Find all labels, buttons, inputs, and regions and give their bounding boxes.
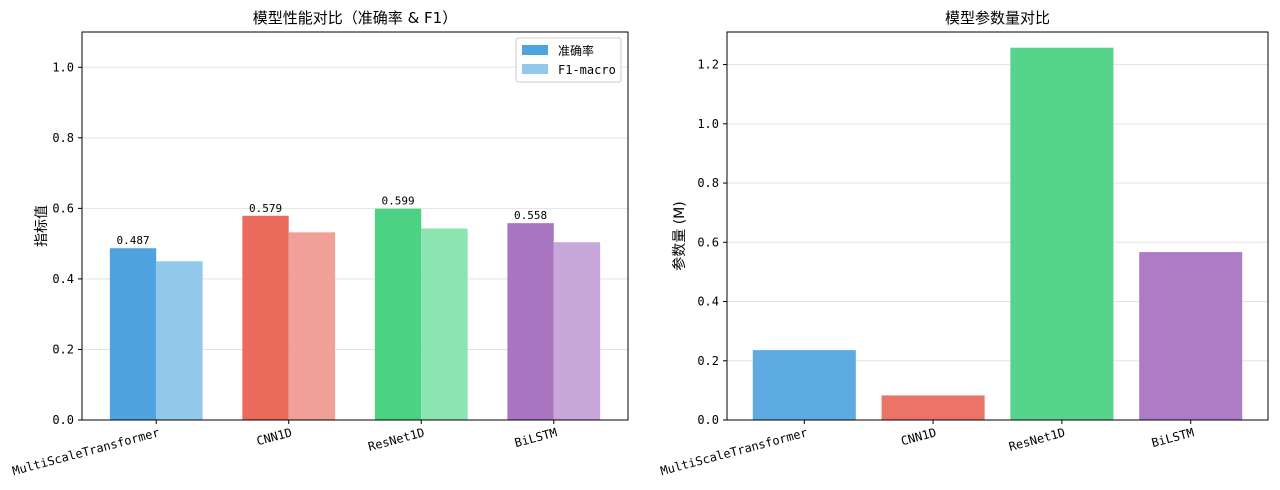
x-tick-label: ResNet1D <box>367 425 426 453</box>
params-chart: 0.0 0.2 0.4 0.6 0.8 1.0 1.2 MultiScaleTransform… <box>659 9 1269 478</box>
x-tick-label: BiLSTM <box>1150 425 1196 450</box>
bar-params <box>1010 47 1114 421</box>
legend: 准确率 F1-macro <box>515 37 622 83</box>
bar-accuracy <box>507 223 554 420</box>
y-tick-label: 1.2 <box>697 58 719 72</box>
chart-title: 模型参数量对比 <box>945 9 1050 27</box>
performance-chart: 0.0 0.2 0.4 0.6 0.8 1.0 0.487 0.579 0.599 0.558 Mu… <box>11 9 629 478</box>
bar-f1-macro <box>421 228 468 420</box>
y-tick-label: 0.4 <box>52 272 74 286</box>
x-tick-label: CNN1D <box>255 425 294 448</box>
x-tick-label: MultiScaleTransformer <box>11 425 161 478</box>
bar-params <box>881 395 985 420</box>
bar-params <box>1139 252 1243 420</box>
bar-data-label: 0.558 <box>514 209 547 222</box>
y-axis-label: 指标值 <box>34 205 50 247</box>
bar-accuracy <box>109 248 157 420</box>
bar-params <box>752 350 856 420</box>
x-tick-label: MultiScaleTransformer <box>659 425 809 478</box>
bar-f1-macro <box>156 261 203 420</box>
y-tick-label: 0.0 <box>697 413 719 427</box>
legend-label: 准确率 <box>558 43 594 58</box>
legend-swatch <box>522 64 548 74</box>
y-tick-label: 0.8 <box>52 131 74 145</box>
y-tick-label: 0.0 <box>52 413 74 427</box>
bar-accuracy <box>242 215 289 420</box>
y-axis-label: 参数量 (M) <box>671 201 688 270</box>
x-tick-label: CNN1D <box>899 425 938 448</box>
x-tick-label: BiLSTM <box>513 425 559 450</box>
chart-title: 模型性能对比（准确率 & F1） <box>253 9 457 27</box>
y-tick-label: 1.0 <box>52 60 74 74</box>
y-tick-label: 0.6 <box>52 201 74 215</box>
bar-accuracy <box>374 208 422 420</box>
bar-data-label: 0.599 <box>382 195 415 208</box>
bar-f1-macro <box>288 232 336 420</box>
x-tick-label: ResNet1D <box>1007 425 1066 453</box>
y-tick-label: 0.8 <box>697 176 719 190</box>
bar-f1-macro <box>553 242 601 420</box>
y-tick-label: 0.4 <box>697 295 719 309</box>
bar-data-label: 0.487 <box>116 234 149 247</box>
y-tick-label: 0.6 <box>697 235 719 249</box>
y-tick-label: 0.2 <box>52 342 74 356</box>
legend-label: F1-macro <box>558 63 616 77</box>
legend-swatch <box>522 45 548 55</box>
plot-frame <box>81 31 629 421</box>
y-tick-label: 0.2 <box>697 354 719 368</box>
bar-data-label: 0.579 <box>249 202 282 215</box>
plot-frame <box>726 31 1269 421</box>
y-tick-label: 1.0 <box>697 117 719 131</box>
